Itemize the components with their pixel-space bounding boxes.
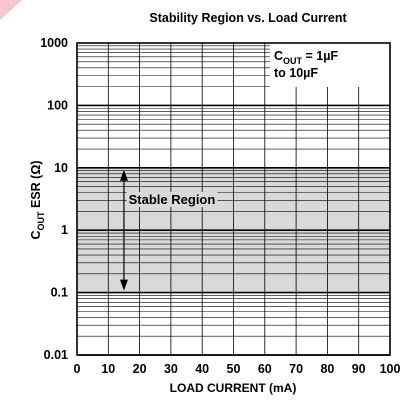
y-tick-labels: 0.01 0.1 1 10 100 1000 bbox=[40, 36, 68, 362]
x-axis-label: LOAD CURRENT (mA) bbox=[170, 381, 297, 395]
x-tick-label: 50 bbox=[227, 362, 241, 376]
x-tick-label: 20 bbox=[133, 362, 147, 376]
x-tick-label: 10 bbox=[101, 362, 115, 376]
x-tick-label: 40 bbox=[195, 362, 209, 376]
x-tick-label: 60 bbox=[258, 362, 272, 376]
stable-region-label: Stable Region bbox=[129, 192, 216, 207]
stable-region-label-bg bbox=[126, 192, 218, 207]
annotation-layer: Stable Region bbox=[119, 169, 218, 291]
y-axis-label-rest: ESR (Ω) bbox=[29, 160, 43, 211]
y-tick-label: 10 bbox=[54, 161, 68, 175]
y-axis-label-sub: OUT bbox=[36, 211, 46, 231]
x-tick-label: 100 bbox=[380, 362, 401, 376]
legend-cout-sub: OUT bbox=[283, 56, 303, 66]
arrow-up-icon bbox=[119, 169, 128, 181]
y-tick-label: 1 bbox=[61, 223, 68, 237]
y-axis-label-main: C bbox=[29, 230, 43, 239]
legend-box: COUT = 1µF to 10µF bbox=[270, 42, 394, 87]
legend-background bbox=[270, 42, 394, 87]
x-tick-label: 90 bbox=[352, 362, 366, 376]
y-tick-label: 0.1 bbox=[51, 286, 68, 300]
x-tick-label: 0 bbox=[74, 362, 81, 376]
y-axis-label: COUT ESR (Ω) bbox=[29, 160, 46, 239]
corner-accent-shape bbox=[0, 0, 22, 20]
y-tick-label: 100 bbox=[47, 98, 68, 112]
x-tick-label: 80 bbox=[320, 362, 334, 376]
legend-cout-rest: = 1µF bbox=[302, 49, 338, 63]
arrow-down-icon bbox=[119, 279, 128, 291]
y-tick-label: 0.01 bbox=[44, 348, 68, 362]
x-tick-labels: 0 10 20 30 40 50 60 70 80 90 100 bbox=[74, 362, 401, 376]
plot-frame bbox=[76, 42, 391, 356]
legend-line-1: COUT = 1µF bbox=[274, 49, 338, 66]
legend-line-2: to 10µF bbox=[274, 66, 318, 80]
chart-title: Stability Region vs. Load Current bbox=[149, 11, 347, 25]
x-tick-label: 70 bbox=[289, 362, 303, 376]
y-tick-label: 1000 bbox=[40, 36, 68, 50]
x-tick-label: 30 bbox=[164, 362, 178, 376]
legend-cout-main: C bbox=[274, 49, 283, 63]
